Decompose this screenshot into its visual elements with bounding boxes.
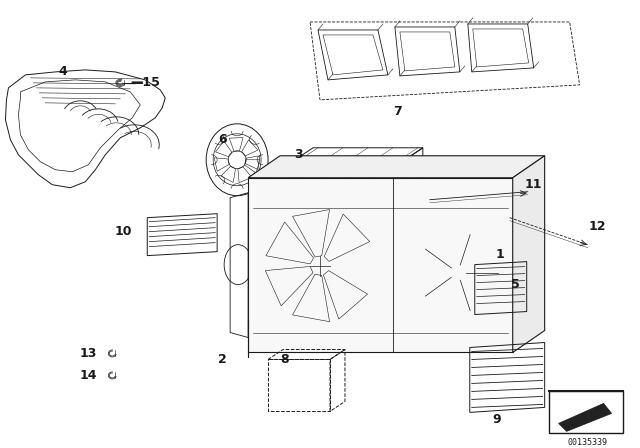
- Polygon shape: [559, 403, 612, 431]
- Text: —15: —15: [131, 76, 160, 90]
- Bar: [338, 183, 388, 201]
- Text: 10: 10: [115, 225, 132, 238]
- Text: 5: 5: [511, 278, 520, 291]
- Text: 7: 7: [394, 105, 403, 118]
- Text: 6: 6: [218, 134, 227, 146]
- Text: 11: 11: [525, 178, 543, 191]
- Text: 12: 12: [589, 220, 606, 233]
- Bar: [458, 183, 508, 201]
- Text: 9: 9: [492, 413, 501, 426]
- Polygon shape: [248, 178, 513, 353]
- Polygon shape: [513, 156, 545, 353]
- Bar: [548, 392, 623, 433]
- Bar: [268, 183, 318, 201]
- Text: 2: 2: [218, 353, 227, 366]
- Polygon shape: [248, 156, 545, 178]
- Text: 1: 1: [495, 248, 504, 261]
- Text: 8: 8: [281, 353, 289, 366]
- Text: 4: 4: [58, 65, 67, 78]
- Bar: [403, 183, 453, 201]
- Text: 14: 14: [79, 369, 97, 382]
- Text: 00135339: 00135339: [568, 438, 607, 447]
- Text: 3: 3: [294, 148, 302, 161]
- Text: 13: 13: [79, 347, 97, 360]
